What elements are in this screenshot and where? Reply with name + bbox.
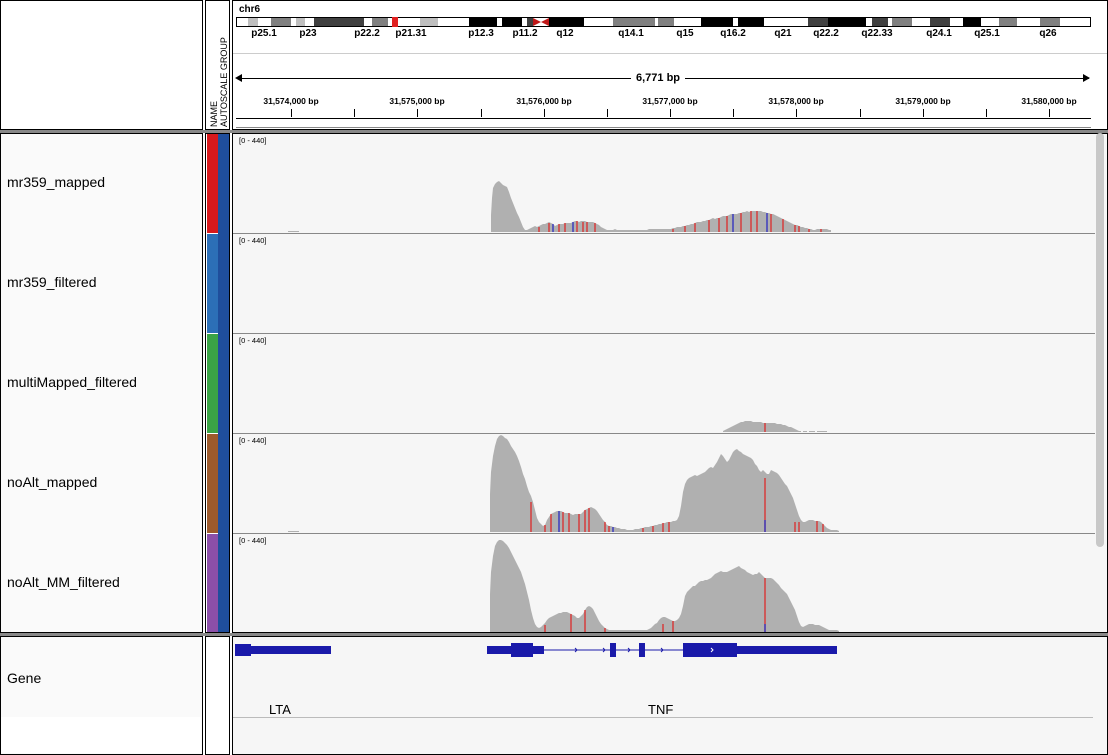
chromosome-ideogram[interactable]: [236, 17, 1091, 27]
ruler-tick: [860, 109, 861, 117]
panel-divider[interactable]: [0, 130, 1108, 133]
cytoband-label: q12: [556, 28, 574, 39]
cytoband-label: q24.1: [926, 28, 952, 39]
cytoband-label: p21.31: [395, 28, 427, 39]
gene-name-filler: [1, 717, 201, 753]
attribute-name-color[interactable]: [207, 534, 218, 632]
span-length-label: 6,771 bp: [631, 72, 686, 84]
attribute-name-color[interactable]: [207, 134, 218, 233]
coverage-plot: [288, 435, 839, 532]
ruler-tick: [481, 109, 482, 117]
gene-track-baseline: [233, 717, 1093, 718]
data-range-label: [0 - 440]: [239, 236, 267, 245]
ruler-tick: [607, 109, 608, 117]
track-name-noalt-mapped[interactable]: noAlt_mapped: [7, 474, 98, 490]
coverage-track-mr359-mapped[interactable]: [0 - 440]: [233, 134, 1095, 234]
ruler-panel[interactable]: chr6 p25.1 p23 p22.2 p21.31 p12.3 p11.2 …: [232, 0, 1108, 130]
coverage-area: [288, 435, 839, 532]
cytoband-label: q22.2: [813, 28, 839, 39]
tnf-gene-model: [487, 643, 837, 657]
ruler-tick-label: 31,577,000 bp: [642, 96, 698, 106]
coverage-track-noalt-mapped[interactable]: [0 - 440]: [233, 434, 1095, 534]
track-name-mr359-mapped[interactable]: mr359_mapped: [7, 174, 106, 190]
span-arrow-right-icon: [1083, 74, 1090, 82]
cytoband-label: p23: [299, 28, 317, 39]
coverage-area: [723, 421, 827, 432]
ruler-tick-label: 31,579,000 bp: [895, 96, 951, 106]
coverage-area: [288, 181, 831, 232]
attribute-autoscale-header[interactable]: AUTOSCALE GROUP: [219, 37, 229, 127]
attribute-autoscale-color[interactable]: [218, 134, 229, 632]
coverage-track-noalt-mm-filtered[interactable]: [0 - 440]: [233, 534, 1095, 632]
ruler-tick-label: 31,576,000 bp: [516, 96, 572, 106]
coverage-plot: [288, 181, 831, 232]
cytoband-label: q26: [1039, 28, 1057, 39]
ruler-tick-label: 31,574,000 bp: [263, 96, 319, 106]
gene-track-panel[interactable]: LTA TNF: [232, 636, 1108, 755]
track-name-mr359-filtered[interactable]: mr359_filtered: [7, 274, 97, 290]
data-range-label: [0 - 440]: [239, 436, 267, 445]
span-arrow-left-icon: [235, 74, 242, 82]
attribute-header-panel: NAME AUTOSCALE GROUP: [205, 0, 230, 130]
lta-gene-model: [235, 644, 331, 656]
ruler-tick: [986, 109, 987, 117]
attribute-name-header[interactable]: NAME: [209, 100, 219, 127]
cytoband-label: q14.1: [618, 28, 644, 39]
attribute-name-color[interactable]: [207, 434, 218, 533]
cytoband-label: p25.1: [251, 28, 277, 39]
header-name-panel: [0, 0, 203, 130]
attribute-panel: [205, 133, 230, 633]
track-name-noalt-mm-filtered[interactable]: noAlt_MM_filtered: [7, 574, 120, 590]
data-range-label: [0 - 440]: [239, 136, 267, 145]
ruler-baseline: [236, 127, 1091, 128]
ruler-tick: [291, 109, 292, 117]
ruler-tick: [354, 109, 355, 117]
cytoband-label: q25.1: [974, 28, 1000, 39]
coverage-track-multimapped-filtered[interactable]: [0 - 440]: [233, 334, 1095, 434]
track-names-panel: mr359_mapped mr359_filtered multiMapped_…: [0, 133, 203, 633]
data-range-label: [0 - 440]: [239, 536, 267, 545]
chromosome-name: chr6: [239, 4, 261, 15]
coverage-track-mr359-filtered[interactable]: [0 - 440]: [233, 234, 1095, 334]
coverage-plot: [490, 540, 839, 632]
ruler-tick: [670, 109, 671, 117]
ruler-baseline: [236, 118, 1091, 119]
cytoband-label: q16.2: [720, 28, 746, 39]
gene-label-lta[interactable]: LTA: [269, 702, 291, 717]
ruler-tick: [544, 109, 545, 117]
coverage-area: [490, 540, 839, 632]
ruler-tick: [1049, 109, 1050, 117]
gene-label-tnf[interactable]: TNF: [648, 702, 674, 717]
gene-attribute-panel: [205, 636, 230, 755]
panel-divider[interactable]: [0, 633, 1108, 636]
cytoband-label: q21: [774, 28, 792, 39]
ruler-tick: [796, 109, 797, 117]
cytoband-label: p11.2: [512, 28, 538, 39]
cytoband-label: p12.3: [468, 28, 494, 39]
ruler-tick: [417, 109, 418, 117]
attribute-name-color[interactable]: [207, 334, 218, 433]
data-tracks-panel[interactable]: [0 - 440] [0 - 440] [0 - 440] [0 - 440] …: [232, 133, 1108, 633]
gene-models[interactable]: [233, 637, 1095, 717]
vertical-scrollbar[interactable]: [1096, 133, 1104, 547]
ruler-divider: [233, 53, 1107, 54]
attribute-name-color[interactable]: [207, 234, 218, 333]
data-range-label: [0 - 440]: [239, 336, 267, 345]
ruler-tick: [733, 109, 734, 117]
track-name-gene[interactable]: Gene: [7, 670, 42, 686]
coverage-plot: [723, 421, 827, 432]
cytoband-label: q22.33: [861, 28, 893, 39]
track-name-multimapped-filtered[interactable]: multiMapped_filtered: [7, 374, 137, 390]
cytoband-label: p22.2: [354, 28, 380, 39]
ruler-tick-label: 31,580,000 bp: [1021, 96, 1077, 106]
ruler-tick-label: 31,578,000 bp: [768, 96, 824, 106]
ruler-tick: [923, 109, 924, 117]
ruler-tick-label: 31,575,000 bp: [389, 96, 445, 106]
cytoband-label: q15: [676, 28, 694, 39]
